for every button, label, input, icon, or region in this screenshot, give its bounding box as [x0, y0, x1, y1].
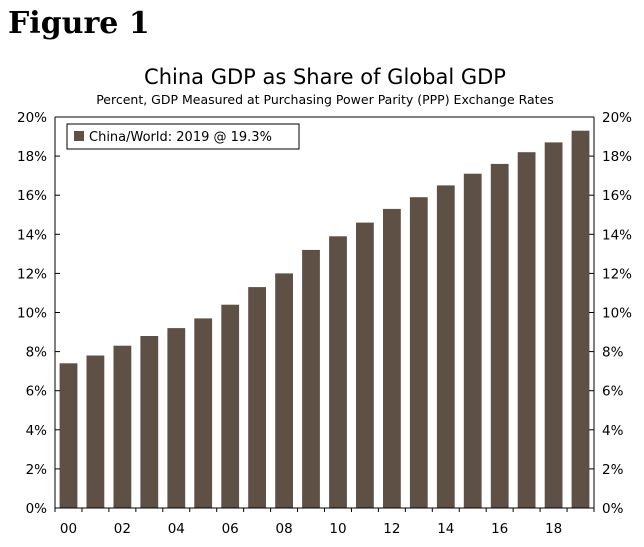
x-tick-label: 16: [491, 521, 508, 537]
legend-label: China/World: 2019 @ 19.3%: [89, 130, 272, 145]
y-tick-label-left: 10%: [17, 306, 47, 322]
y-tick-label-left: 20%: [17, 110, 47, 126]
bar-05: [194, 318, 213, 508]
bar-09: [302, 249, 320, 508]
figure-label: Figure 1: [8, 6, 150, 41]
y-tick-label-right: 16%: [602, 188, 632, 204]
bar-13: [409, 197, 428, 508]
axes-group: 0% 0% 2% 2% 4% 4% 6% 6% 8% 8% 10% 10% 12% 12% 14% 14% 16…: [17, 110, 632, 537]
bar-10: [329, 236, 347, 509]
y-tick-label-right: 6%: [602, 384, 624, 400]
y-tick-label-left: 6%: [26, 384, 48, 400]
legend-box: [66, 123, 300, 150]
y-tick-label-left: 14%: [17, 227, 47, 243]
x-tick-label: 04: [168, 521, 185, 537]
x-tick-label: 02: [114, 521, 131, 537]
y-tick-label-left: 2%: [26, 462, 48, 478]
y-tick-label-right: 20%: [602, 110, 632, 126]
y-tick-label-right: 10%: [602, 306, 632, 322]
chart-title: China GDP as Share of Global GDP: [144, 65, 506, 89]
y-tick-label-right: 18%: [602, 149, 632, 165]
bar-00: [59, 363, 78, 508]
y-tick-label-left: 16%: [17, 188, 47, 204]
x-tick-label: 18: [545, 521, 562, 537]
x-tick-label: 10: [329, 521, 346, 537]
x-tick-label: 06: [222, 521, 239, 537]
y-tick-label-left: 4%: [26, 423, 48, 439]
y-tick-label-right: 4%: [602, 423, 624, 439]
x-tick-label: 08: [276, 521, 293, 537]
bar-11: [356, 222, 374, 508]
y-tick-label-left: 12%: [17, 266, 47, 282]
bar-07: [248, 287, 266, 508]
bar-16: [490, 163, 509, 508]
y-tick-label-left: 0%: [26, 501, 48, 517]
y-tick-label-right: 14%: [602, 227, 632, 243]
x-tick-label: 12: [383, 521, 400, 537]
y-tick-label-right: 2%: [602, 462, 624, 478]
bar-12: [383, 208, 401, 508]
bar-18: [544, 142, 563, 508]
bar-06: [221, 304, 240, 508]
y-tick-label-left: 8%: [26, 345, 48, 361]
x-tick-label: 00: [60, 521, 77, 537]
y-tick-label-right: 8%: [602, 345, 624, 361]
y-tick-label-right: 12%: [602, 266, 632, 282]
bar-01: [86, 355, 105, 508]
bar-08: [275, 273, 293, 508]
bar-04: [167, 328, 186, 508]
bar-03: [140, 336, 159, 508]
bar-19: [571, 130, 590, 508]
bar-14: [436, 185, 455, 508]
chart-subtitle: Percent, GDP Measured at Purchasing Powe…: [96, 92, 554, 107]
y-tick-label-left: 18%: [17, 149, 47, 165]
bar-17: [517, 152, 536, 508]
bar-02: [113, 345, 132, 508]
bar-15: [463, 173, 482, 508]
bars-group: [59, 130, 590, 509]
legend-swatch: [74, 131, 84, 141]
legend: China/World: 2019 @ 19.3%: [66, 123, 300, 150]
x-tick-label: 14: [437, 521, 454, 537]
y-tick-label-right: 0%: [602, 501, 624, 517]
